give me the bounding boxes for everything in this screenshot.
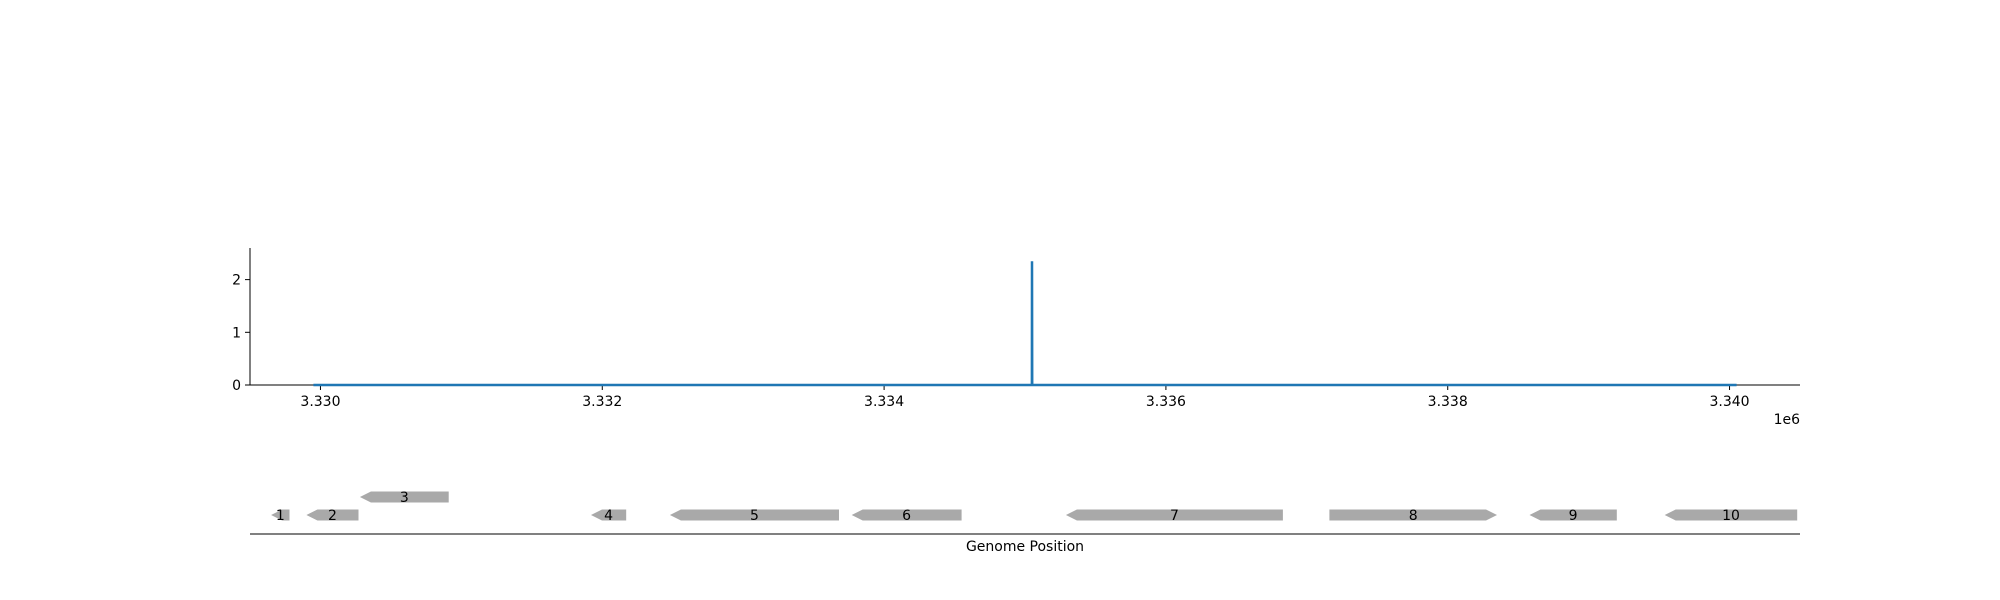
y-tick-label: 2: [232, 273, 241, 289]
gene-label: 3: [400, 490, 409, 506]
y-tick-label: 0: [232, 378, 241, 394]
x-tick-label: 3.330: [300, 394, 340, 410]
coverage-series-line: [313, 261, 1737, 387]
gene-arrow: [359, 491, 449, 503]
y-tick-label: 1: [232, 325, 241, 341]
gene-label: 6: [902, 508, 911, 524]
x-tick-label: 3.340: [1709, 394, 1749, 410]
gene-arrow: [669, 509, 839, 521]
gene-label: 2: [328, 508, 337, 524]
gene-map-xlabel: Genome Position: [966, 539, 1084, 555]
x-tick-label: 3.336: [1146, 394, 1186, 410]
x-offset-label: 1e6: [1774, 412, 1801, 428]
gene-arrow: [306, 509, 359, 521]
x-tick-label: 3.332: [582, 394, 622, 410]
gene-label: 8: [1409, 508, 1418, 524]
gene-label: 7: [1170, 508, 1179, 524]
y-ticks: 0 1 2: [232, 273, 250, 394]
gene-label: 5: [750, 508, 759, 524]
gene-label: 4: [604, 508, 613, 524]
coverage-plot: 0 1 2 3.330 3.332 3.334 3.336 3.338 3.340 1e6: [232, 248, 1800, 428]
gene-arrow: [271, 509, 290, 521]
x-tick-label: 3.334: [864, 394, 904, 410]
gene-label: 1: [276, 508, 285, 524]
gene-arrow: [1664, 509, 1798, 521]
gene-arrow: [1065, 509, 1283, 521]
gene-arrow: [1529, 509, 1617, 521]
gene-map: 1 2 3 4 5 6 7 8 9 10 Genome Position: [250, 490, 1800, 555]
x-ticks: 3.330 3.332 3.334 3.336 3.338 3.340: [300, 385, 1750, 410]
gene-arrow: [1329, 509, 1497, 521]
gene-label: 9: [1569, 508, 1578, 524]
gene-arrow: [591, 509, 627, 521]
gene-arrow: [851, 509, 962, 521]
gene-track: 1 2 3 4 5 6 7 8 9 10: [271, 490, 1798, 524]
x-tick-label: 3.338: [1428, 394, 1468, 410]
gene-label: 10: [1722, 508, 1740, 524]
